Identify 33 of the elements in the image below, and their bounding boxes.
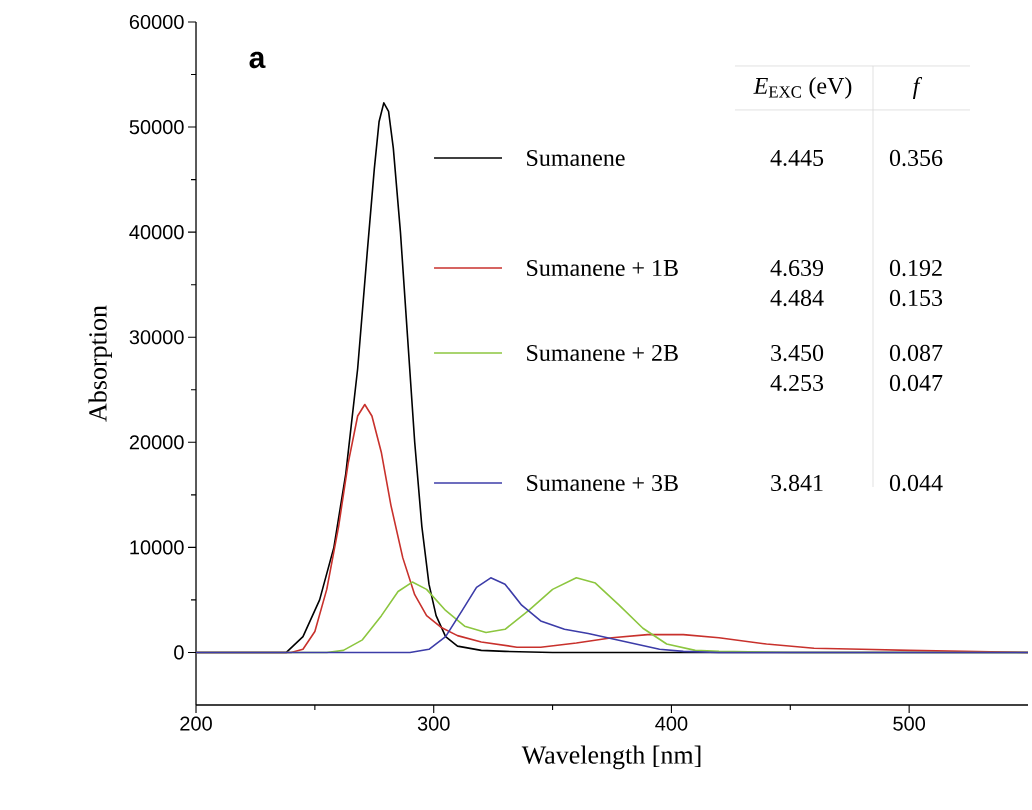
annotation: 0.153 [889, 289, 943, 307]
y-tick-label: 50000 [129, 119, 184, 135]
legend-label: Sumanene [527, 149, 625, 167]
annotation: 0.044 [889, 474, 943, 492]
line-series [195, 577, 1029, 654]
legend-label: Sumanene + 1B [527, 259, 678, 277]
annotation: 4.484 [770, 289, 824, 307]
annotation: E$_{EXC}$ (eV) [753, 77, 852, 99]
annotation: a [249, 51, 266, 69]
annotation: 3.841 [771, 474, 823, 492]
annotation: 4.253 [770, 374, 824, 392]
y-axis-title: Absorption [88, 305, 112, 422]
annotation: 0.192 [889, 259, 942, 277]
x-tick-label: 400 [655, 716, 688, 731]
y-tick-label: 30000 [129, 330, 184, 345]
annotation: 0.087 [889, 344, 943, 362]
y-tick-label: 40000 [129, 225, 184, 240]
y-tick-label: 20000 [129, 435, 184, 450]
annotation: 3.450 [771, 344, 824, 362]
y-tick-label: 60000 [129, 14, 184, 30]
annotation: 0.356 [889, 149, 943, 167]
x-tick-label: 200 [180, 716, 212, 731]
x-tick-label: 300 [417, 716, 450, 731]
y-tick-label: 0 [174, 645, 184, 660]
legend-label: Sumanene + 3B [527, 474, 678, 492]
legend-label: Sumanene + 2B [527, 344, 678, 362]
x-tick-label: 500 [893, 716, 926, 731]
annotation: 4.639 [770, 259, 824, 277]
annotation: 0.047 [889, 374, 943, 392]
annotation: 4.445 [770, 149, 824, 167]
x-axis-title: Wavelength [nm] [521, 745, 701, 770]
y-tick-label: 10000 [130, 540, 184, 555]
annotation: f [912, 76, 923, 99]
